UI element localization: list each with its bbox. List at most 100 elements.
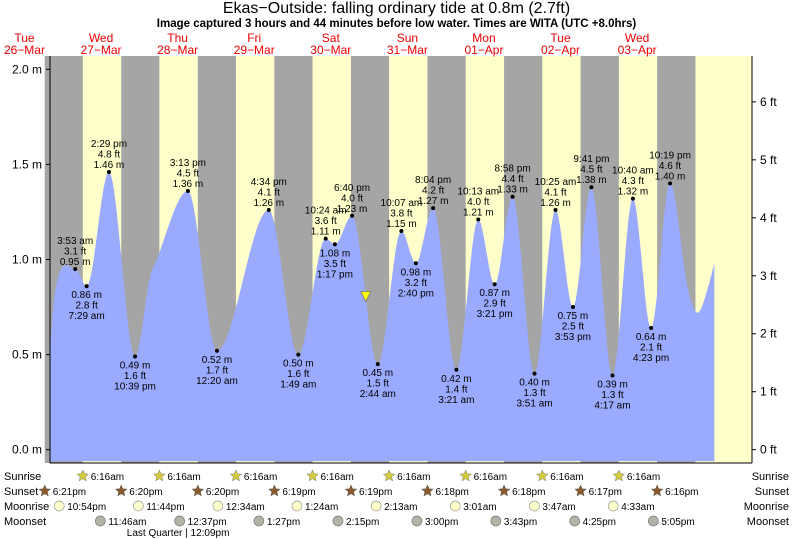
moonrise-icon (529, 500, 540, 512)
sunset-time: 6:19pm (282, 487, 315, 498)
y-tick-label-ft: 3 ft (760, 269, 777, 283)
tide-annotation-text: 1.3 ft (523, 388, 545, 399)
y-tick-label-m: 1.5 m (12, 157, 42, 171)
moonrise-time: 3:47am (542, 502, 575, 513)
current-tide-marker (360, 291, 372, 303)
sunrise-time: 6:16am (244, 472, 277, 483)
moonrise-icon (133, 500, 144, 512)
row-label-left: Sunset (4, 486, 38, 498)
tide-annotation-text: 2:29 pm (91, 139, 127, 150)
sunrise-icon (229, 469, 243, 482)
day-date-label: 03−Apr (618, 43, 657, 57)
moonset-icon (569, 515, 580, 527)
day-date-label: 30−Mar (310, 43, 351, 57)
y-tick-label-ft: 5 ft (760, 153, 777, 167)
row-label-right: Sunset (755, 486, 789, 498)
tide-annotation-text: 1.46 m (94, 160, 125, 171)
sunset-time: 6:20pm (206, 487, 239, 498)
row-label-left: Moonrise (4, 501, 49, 513)
tide-annotation-text: 4.0 ft (467, 197, 489, 208)
tide-annotation-text: 10:39 pm (114, 381, 156, 392)
moonrise-icon (53, 500, 65, 512)
tide-extreme-point (133, 354, 138, 359)
tide-annotation-text: 4:34 pm (251, 177, 287, 188)
sunset-icon (114, 484, 128, 497)
tide-annotation-text: 1.15 m (386, 219, 417, 230)
tide-annotation-text: 1.36 m (173, 179, 204, 190)
sunset-time: 6:16pm (665, 487, 698, 498)
tide-annotation-text: 0.45 m (363, 368, 394, 379)
tide-extreme-point (399, 228, 404, 233)
tide-annotation-text: 1.27 m (418, 196, 449, 207)
tide-annotation-text: 4:23 pm (633, 353, 669, 364)
day-date-label: 26−Mar (4, 43, 45, 57)
tide-annotation-text: 1.4 ft (445, 384, 467, 395)
moonrise-time: 11:44pm (146, 502, 184, 513)
tide-extreme-point (510, 194, 515, 199)
sunrise-icon (459, 469, 473, 482)
sunset-icon (574, 484, 587, 497)
tide-annotation-text: 1:49 am (280, 380, 316, 391)
tide-annotation-text: 1.5 ft (367, 379, 389, 390)
sunrise-icon (382, 469, 396, 482)
tide-annotation-text: 2.1 ft (640, 342, 662, 353)
y-tick-label-ft: 2 ft (760, 327, 777, 341)
moonrise-icon (370, 500, 382, 512)
sunrise-time: 6:16am (474, 472, 507, 483)
tide-extreme-point (84, 284, 89, 289)
sunrise-time: 6:16am (167, 472, 200, 483)
tide-extreme-point (185, 189, 190, 194)
tide-extreme-point (375, 362, 380, 367)
tide-annotation-text: 3:21 pm (477, 309, 513, 320)
sunrise-icon (612, 469, 626, 482)
tide-annotation-text: 0.40 m (519, 378, 550, 389)
tide-extreme-point (296, 352, 301, 357)
tide-extreme-point (476, 217, 481, 222)
moonrise-time: 10:54pm (67, 502, 106, 513)
tide-annotation-text: 1.32 m (618, 187, 649, 198)
tide-annotation-text: 0.52 m (202, 355, 233, 366)
sunset-icon (650, 484, 664, 497)
tide-annotation-text: 9:41 pm (573, 154, 609, 165)
moonrise-time: 2:13am (384, 502, 417, 513)
tide-annotation-text: 2.5 ft (562, 322, 584, 333)
moonrise-time: 12:34am (226, 502, 265, 513)
row-label-right: Sunrise (752, 471, 789, 483)
y-tick-label-m: 1.0 m (12, 253, 42, 267)
moonrise-time: 4:33am (621, 502, 654, 513)
tide-annotation-text: 3.1 ft (64, 247, 86, 258)
tide-annotation-text: 4.4 ft (501, 174, 523, 185)
day-name-label: Mon (472, 31, 495, 45)
tide-annotation-text: 3.2 ft (405, 278, 427, 289)
tide-annotation-text: 10:24 am (305, 206, 347, 217)
sunset-icon (191, 484, 205, 497)
tide-annotation-text: 4.6 ft (659, 161, 681, 172)
tide-annotation-text: 3.6 ft (315, 216, 337, 227)
tide-extreme-point (454, 367, 459, 372)
tide-annotation-text: 3:53 am (57, 236, 93, 247)
tide-extreme-point (570, 305, 575, 310)
tide-annotation-text: 4.8 ft (98, 150, 120, 161)
tide-annotation-text: 1:17 pm (317, 269, 353, 280)
row-label-left: Sunrise (4, 471, 41, 483)
moonset-time: 1:27pm (267, 517, 300, 528)
moonset-icon (174, 515, 185, 527)
tide-annotation-text: 1.3 ft (601, 390, 623, 401)
day-name-label: Tue (550, 31, 571, 45)
day-name-label: Wed (625, 31, 649, 45)
tide-annotation-text: 4.1 ft (544, 188, 566, 199)
tide-annotation-text: 6:40 pm (334, 183, 370, 194)
sunrise-time: 6:16am (627, 472, 660, 483)
tide-annotation-text: 4.3 ft (622, 176, 644, 187)
tide-annotation-text: 8:04 pm (415, 175, 451, 186)
tide-annotation-text: 0.86 m (71, 290, 102, 301)
y-tick-label-ft: 1 ft (760, 385, 777, 399)
tide-extreme-point (532, 371, 537, 376)
moonset-icon (647, 515, 659, 527)
tide-annotation-text: 3:53 pm (555, 332, 591, 343)
sunset-icon (268, 484, 281, 497)
tide-annotation-text: 2.9 ft (484, 299, 506, 310)
tide-annotation-text: 12:20 am (196, 376, 238, 387)
tide-annotation-text: 4.5 ft (580, 165, 602, 176)
